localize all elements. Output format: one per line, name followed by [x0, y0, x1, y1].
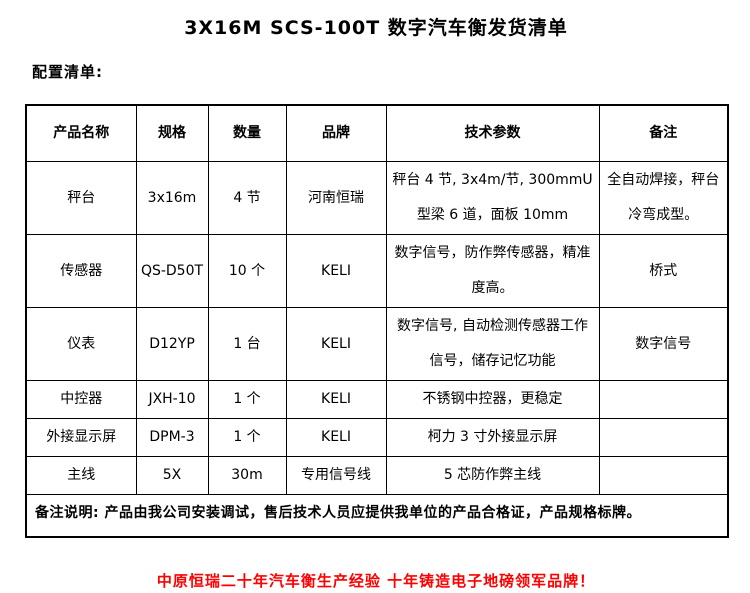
table-cell: KELI	[285, 418, 387, 457]
table-cell: KELI	[285, 380, 387, 419]
table-cell: 4 节	[207, 161, 287, 235]
table-cell	[598, 456, 729, 495]
table-cell: 1 台	[207, 307, 287, 381]
table-footer-row: 备注说明: 产品由我公司安装调试，售后技术人员应提供我单位的产品合格证，产品规格…	[25, 494, 729, 538]
table-cell: 河南恒瑞	[285, 161, 387, 235]
table-cell: 桥式	[598, 234, 729, 308]
table-header-cell: 品牌	[285, 104, 387, 162]
table-cell: JXH-10	[135, 380, 209, 419]
table-cell: 传感器	[25, 234, 137, 308]
table-row: 主线 5X 30m 专用信号线 5 芯防作弊主线	[25, 456, 729, 495]
table-cell: 5 芯防作弊主线	[385, 456, 600, 495]
table-cell: 主线	[25, 456, 137, 495]
shipping-list-table: 产品名称 规格 数量 品牌 技术参数 备注 秤台 3x16m 4 节河南恒瑞 秤台 4 节, 3…	[25, 104, 729, 538]
table-cell: 中控器	[25, 380, 137, 419]
page-title: 3X16M SCS-100T 数字汽车衡发货清单	[184, 17, 568, 39]
table-cell: 30m	[207, 456, 287, 495]
table-cell: 数字信号, 自动检测传感器工作信号，储存记忆功能	[385, 307, 600, 381]
table-row: 秤台 3x16m 4 节河南恒瑞 秤台 4 节, 3x4m/节, 300mmU型梁 6…	[25, 161, 729, 235]
table-header-cell: 规格	[135, 104, 209, 162]
table-cell: D12YP	[135, 307, 209, 381]
table-cell	[598, 418, 729, 457]
table-row: 外接显示屏 DPM-3 1 个 KELI 柯力 3 寸外接显示屏	[25, 418, 729, 457]
table-cell: 数字信号	[598, 307, 729, 381]
footer-note: 备注说明: 产品由我公司安装调试，售后技术人员应提供我单位的产品合格证，产品规格…	[25, 494, 729, 538]
table-cell: 全自动焊接，秤台冷弯成型。	[598, 161, 729, 235]
table-header-cell: 产品名称	[25, 104, 137, 162]
table-cell: 1 个	[207, 380, 287, 419]
slogan: 中原恒瑞二十年汽车衡生产经验 十年铸造电子地磅领军品牌！	[156, 572, 596, 590]
table-cell: 秤台 4 节, 3x4m/节, 300mmU型梁 6 道，面板 10mm	[385, 161, 600, 235]
table-row: 仪表 D12YP 1 台 KELI 数字信号, 自动检测传感器工作信号，储存记忆功能 数字…	[25, 307, 729, 381]
table-cell: DPM-3	[135, 418, 209, 457]
table-cell: 柯力 3 寸外接显示屏	[385, 418, 600, 457]
table-cell: 秤台	[25, 161, 137, 235]
table-cell: 外接显示屏	[25, 418, 137, 457]
table-header-row: 产品名称 规格 数量 品牌 技术参数 备注	[25, 104, 729, 162]
table-cell: 数字信号，防作弊传感器，精准度高。	[385, 234, 600, 308]
table-cell: 专用信号线	[285, 456, 387, 495]
table-cell	[598, 380, 729, 419]
section-label: 配置清单:	[32, 63, 103, 81]
table-header-cell: 技术参数	[385, 104, 600, 162]
table-row: 中控器 JXH-10 1 个 KELI 不锈钢中控器，更稳定	[25, 380, 729, 419]
table-cell: 不锈钢中控器，更稳定	[385, 380, 600, 419]
table-cell: KELI	[285, 307, 387, 381]
table-cell: 1 个	[207, 418, 287, 457]
table-row: 传感器 QS-D50T 10 个 KELI 数字信号，防作弊传感器，精准度高。 桥式	[25, 234, 729, 308]
table-header-cell: 备注	[598, 104, 729, 162]
table-cell: KELI	[285, 234, 387, 308]
table-cell: 5X	[135, 456, 209, 495]
table-cell: QS-D50T	[135, 234, 209, 308]
table-cell: 10 个	[207, 234, 287, 308]
table-body: 秤台 3x16m 4 节河南恒瑞 秤台 4 节, 3x4m/节, 300mmU型梁 6…	[25, 161, 729, 495]
table-cell: 仪表	[25, 307, 137, 381]
table-cell: 3x16m	[135, 161, 209, 235]
table-header-cell: 数量	[207, 104, 287, 162]
